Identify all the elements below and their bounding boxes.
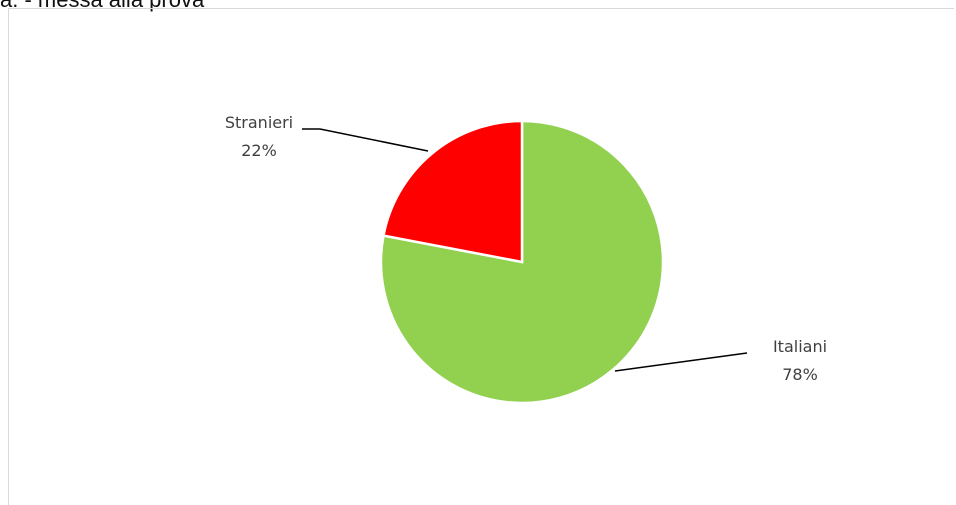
pie-slice-stranieri [382, 119, 524, 264]
chart-title-fragment: a. - messa alla prova [0, 0, 204, 13]
slice-percent-italiani: 78% [782, 365, 818, 384]
slice-label-italiani: Italiani [773, 337, 827, 356]
chart-area [8, 8, 954, 505]
slice-percent-stranieri: 22% [241, 141, 277, 160]
leader-line-italiani [614, 352, 748, 372]
slice-label-stranieri: Stranieri [225, 113, 293, 132]
leader-line-stranieri [302, 128, 429, 152]
